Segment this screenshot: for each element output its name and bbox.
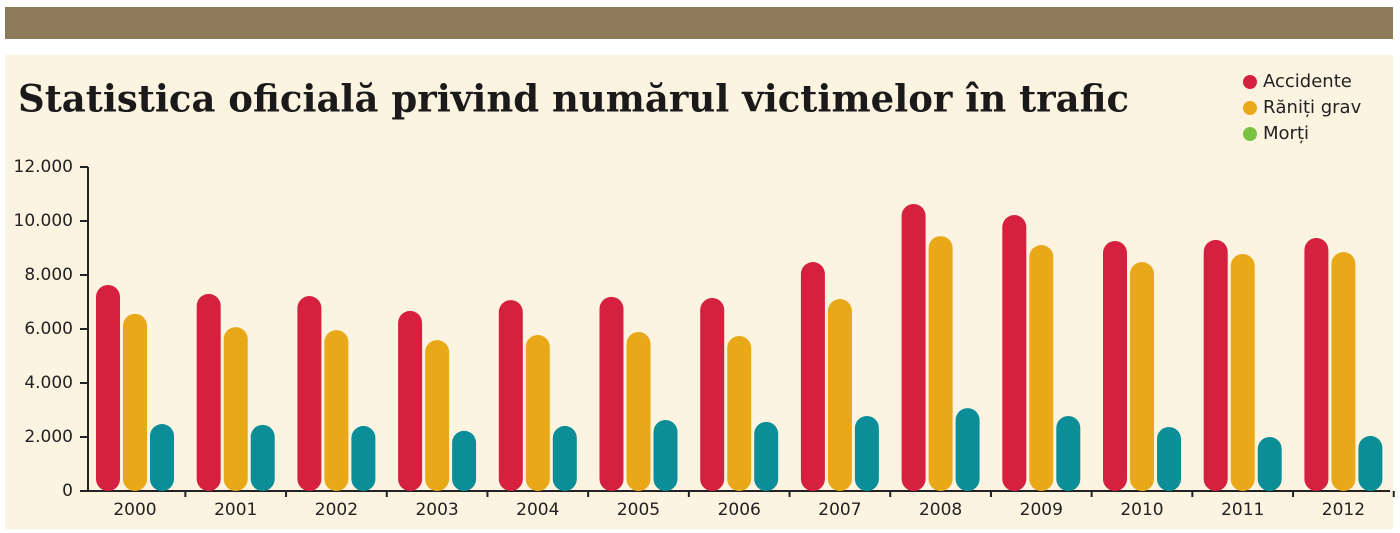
bar (827, 299, 852, 491)
bar (1203, 239, 1228, 491)
legend-label: Morți (1263, 123, 1309, 144)
x-tick-label: 2012 (1322, 500, 1365, 520)
legend-marker (1243, 75, 1257, 89)
bar (425, 340, 450, 491)
x-tick-label: 2006 (718, 500, 761, 520)
bar (901, 203, 926, 492)
x-tick-label: 2007 (818, 500, 861, 520)
legend-label: Accidente (1263, 71, 1352, 92)
bar (1002, 215, 1027, 491)
x-tick-label: 2001 (214, 500, 257, 520)
legend-marker (1243, 127, 1257, 141)
bar (498, 300, 523, 491)
x-tick-label: 2003 (415, 500, 458, 520)
bar (1230, 253, 1255, 491)
bar (955, 408, 980, 491)
bar (1257, 437, 1282, 491)
bar (196, 293, 221, 491)
chart-title: Statistica oficială privind numărul vict… (18, 77, 1129, 121)
legend-marker (1243, 101, 1257, 115)
bar (599, 296, 624, 491)
y-tick-label: 12.000 (14, 157, 73, 177)
bar (250, 424, 275, 491)
bar (1157, 427, 1181, 491)
x-tick-label: 2011 (1221, 500, 1264, 520)
bar (297, 296, 322, 491)
x-tick-label: 2009 (1020, 500, 1063, 520)
y-tick-label: 10.000 (14, 211, 73, 231)
y-tick-label: 0 (62, 481, 73, 501)
bar (1331, 252, 1356, 491)
bar (123, 313, 147, 491)
y-tick-label: 4.000 (24, 373, 73, 393)
bar (96, 284, 120, 491)
bar (854, 415, 879, 491)
bar (700, 297, 725, 491)
x-tick-label: 2002 (315, 500, 358, 520)
bar (626, 331, 651, 491)
y-tick-label: 8.000 (24, 265, 73, 285)
y-tick-label: 2.000 (24, 427, 73, 447)
x-tick-label: 2008 (919, 500, 962, 520)
bar (653, 419, 678, 491)
bar (398, 310, 423, 491)
bar (1130, 262, 1154, 491)
y-tick-label: 6.000 (24, 319, 73, 339)
bar (800, 262, 825, 491)
x-tick-label: 2000 (113, 500, 156, 520)
bar (1304, 238, 1329, 491)
x-tick-label: 2010 (1120, 500, 1163, 520)
bar (223, 327, 248, 491)
bar (452, 430, 477, 491)
x-tick-label: 2005 (617, 500, 660, 520)
bar (1056, 415, 1081, 491)
bar (754, 421, 779, 491)
bar (552, 425, 577, 491)
x-tick-label: 2004 (516, 500, 559, 520)
header-band (5, 7, 1393, 39)
bar (727, 336, 752, 491)
bar (324, 330, 349, 491)
legend-label: Răniți grav (1263, 97, 1362, 118)
bar (525, 334, 550, 491)
bar (1103, 240, 1127, 491)
bar (1358, 435, 1383, 491)
bar (928, 236, 953, 491)
bar (1029, 245, 1054, 491)
bar (150, 424, 174, 491)
bar (351, 425, 376, 491)
